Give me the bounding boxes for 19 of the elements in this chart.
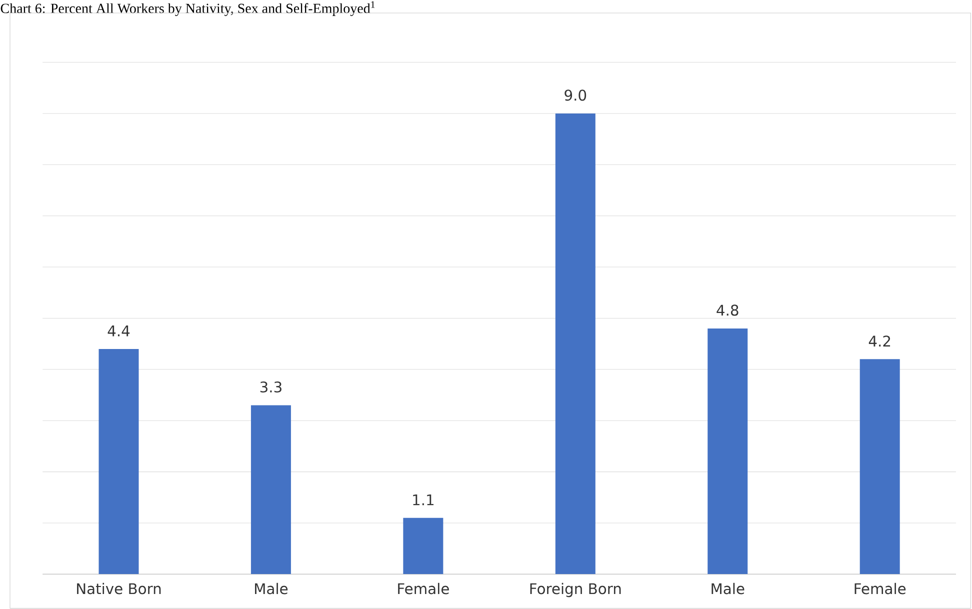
- data-label: 3.3: [260, 381, 282, 393]
- bar: [555, 113, 596, 574]
- x-tick-label: Native Born: [77, 582, 161, 594]
- data-label: 4.8: [716, 304, 738, 316]
- bar: [98, 348, 139, 574]
- x-tick-label: Female: [854, 582, 906, 594]
- data-label: 4.2: [868, 336, 890, 346]
- chart-title: Chart 6: Percent All Workers by Nativity, Sex and Self-Employed$^{1}$: [0, 1, 375, 16]
- bar: [860, 359, 900, 574]
- data-label: 9.0: [564, 90, 586, 101]
- bar: [250, 405, 291, 574]
- x-tick-label: Male: [255, 582, 288, 594]
- bar: [403, 518, 444, 574]
- data-label: 1.1: [413, 494, 434, 506]
- x-tick-label: Male: [712, 582, 744, 594]
- x-tick-label: Female: [398, 582, 449, 594]
- x-tick-label: Foreign Born: [530, 582, 621, 598]
- data-label: 4.4: [108, 326, 130, 336]
- bar: [708, 328, 748, 574]
